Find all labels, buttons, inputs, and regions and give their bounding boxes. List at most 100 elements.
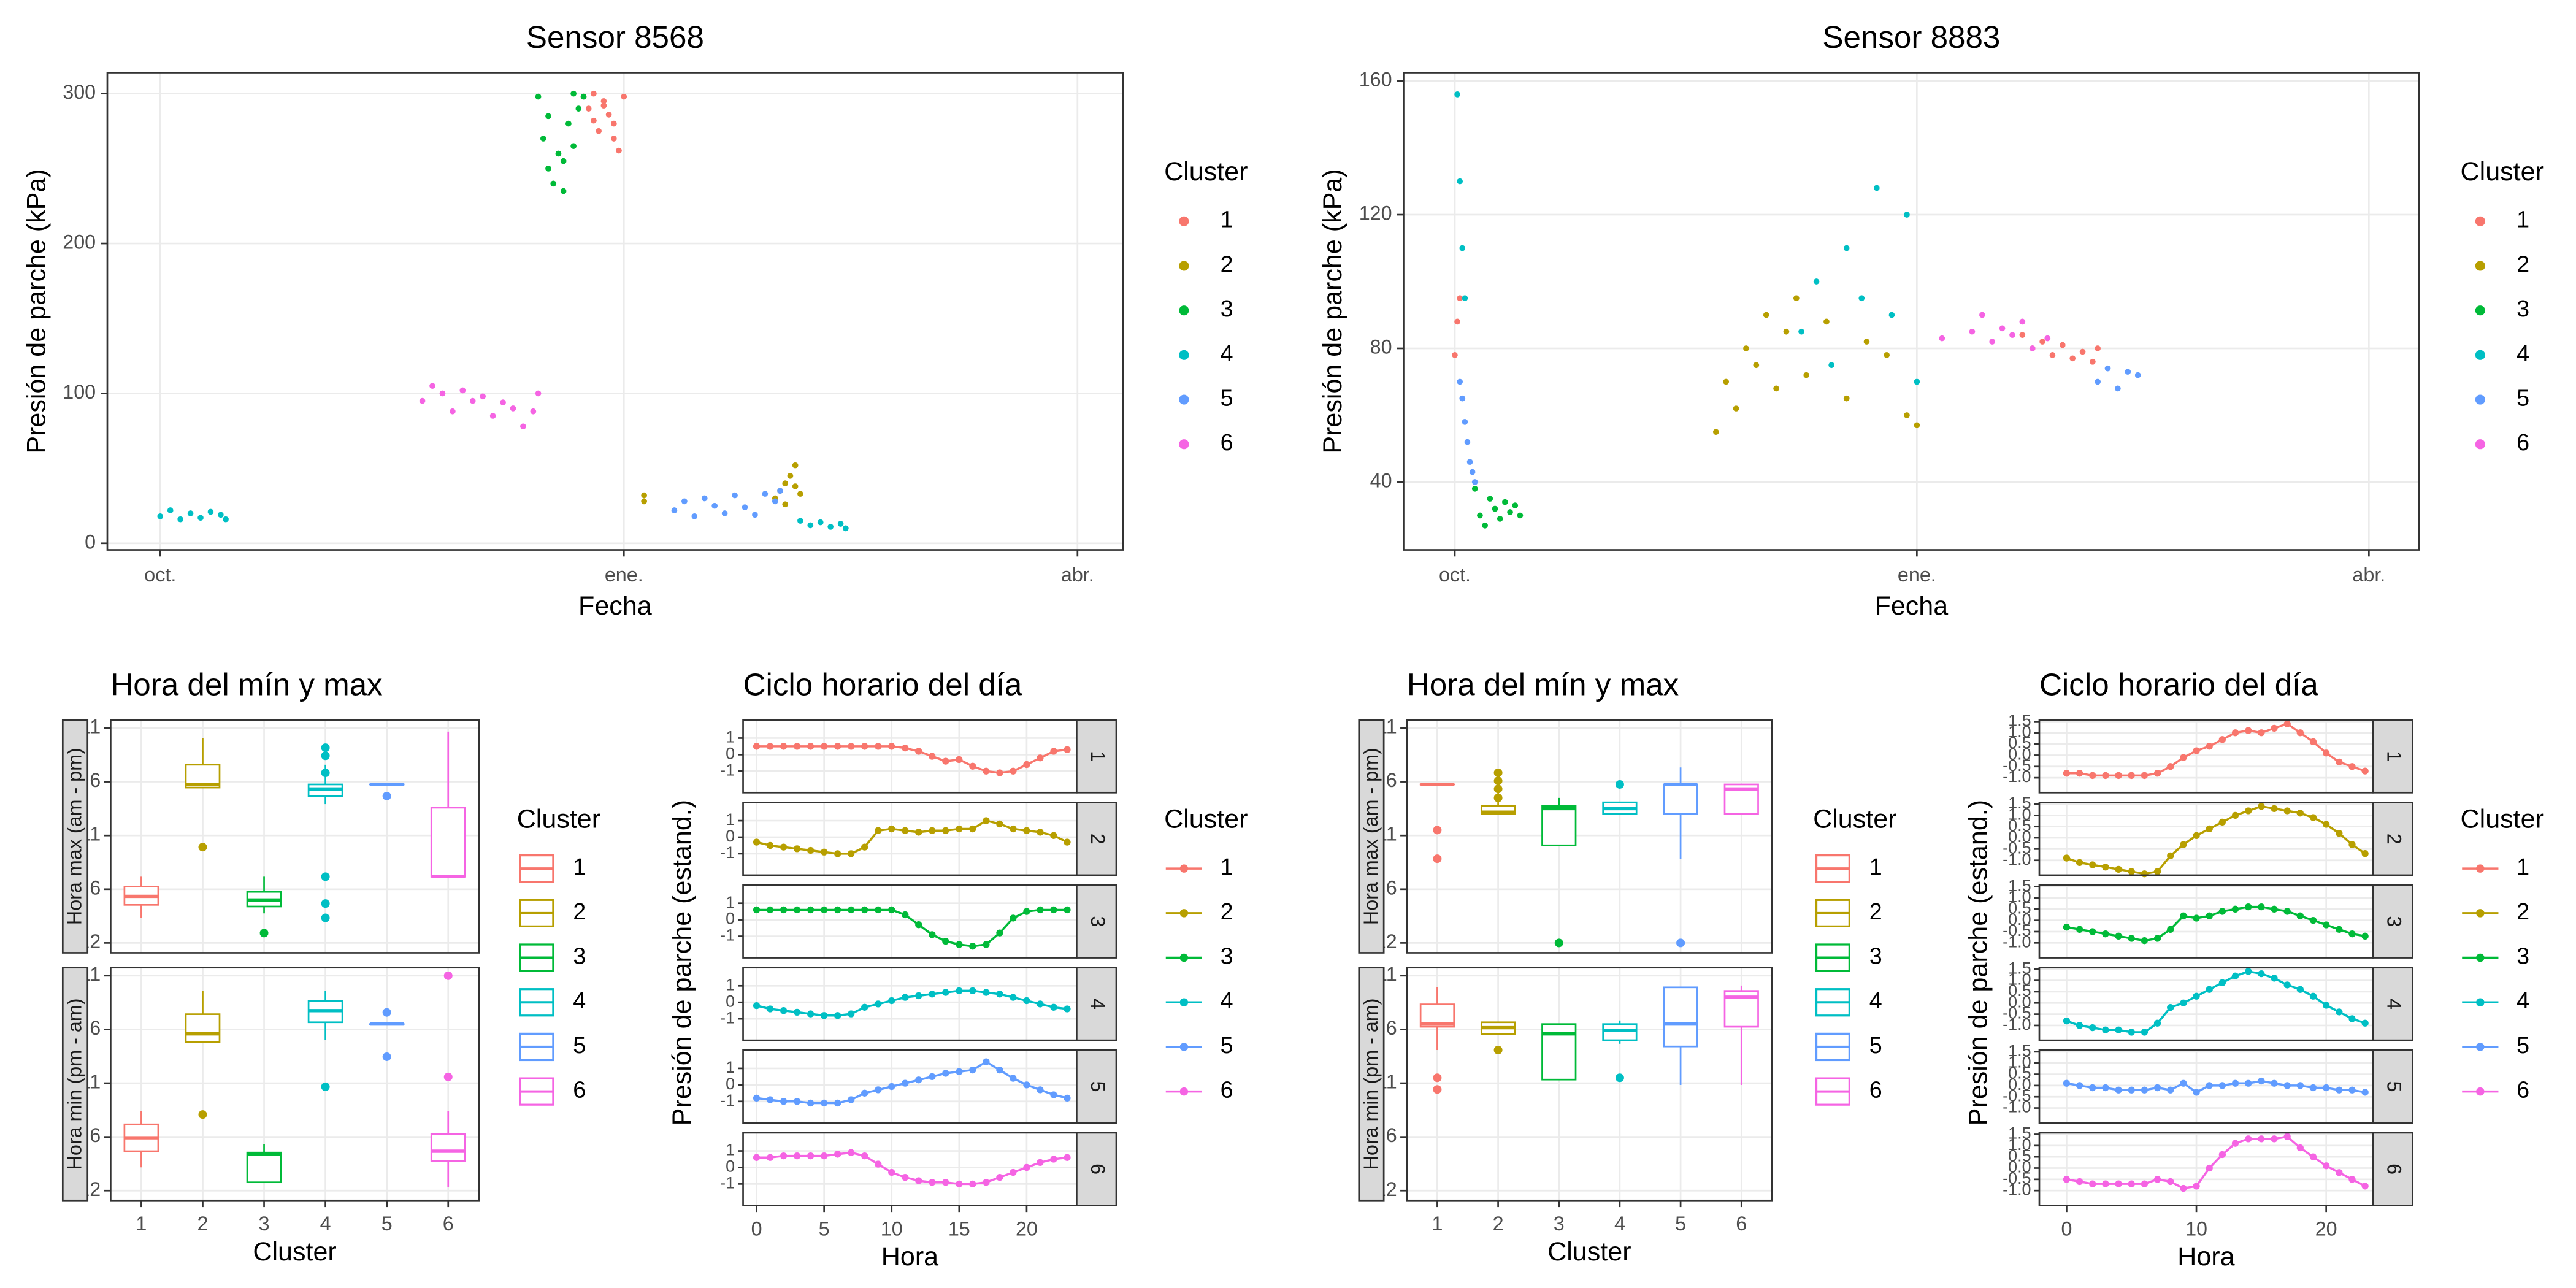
point xyxy=(2258,729,2265,737)
point xyxy=(780,743,788,750)
point xyxy=(1064,1154,1071,1161)
point xyxy=(2283,1133,2291,1140)
y-tick-label: -1.0 xyxy=(2003,1180,2031,1198)
plot-background xyxy=(110,719,479,953)
strip xyxy=(2372,719,2413,794)
point xyxy=(2309,738,2317,746)
point xyxy=(2323,1084,2330,1092)
legend-label: 2 xyxy=(1869,899,1882,924)
point xyxy=(2309,992,2317,1000)
point xyxy=(875,1000,882,1008)
y-tick-label: 1.0 xyxy=(2008,805,2031,823)
legend-label: 4 xyxy=(1221,987,1233,1013)
point xyxy=(545,113,551,120)
point xyxy=(610,120,617,127)
y-tick-label: -1 xyxy=(720,1091,735,1110)
point xyxy=(793,1008,801,1016)
point xyxy=(2128,935,2135,942)
point xyxy=(2102,1026,2109,1033)
legend-label: 5 xyxy=(1221,385,1233,410)
point xyxy=(929,1179,936,1186)
point xyxy=(565,120,572,127)
point xyxy=(2079,348,2086,355)
point xyxy=(2167,763,2174,770)
point xyxy=(929,1073,936,1081)
point xyxy=(1064,906,1071,914)
point xyxy=(1979,312,1985,318)
point xyxy=(1743,345,1749,351)
point xyxy=(2296,729,2304,737)
legend-label: 6 xyxy=(1869,1077,1882,1103)
legend-label: 3 xyxy=(2517,296,2529,321)
point xyxy=(157,513,164,519)
point xyxy=(641,492,647,499)
point xyxy=(1037,754,1044,762)
strip-label: Hora min (pm - am) xyxy=(1360,999,1382,1170)
point xyxy=(2089,861,2096,868)
point xyxy=(969,987,976,995)
point xyxy=(1457,378,1463,385)
plot-border xyxy=(1406,719,1773,954)
point xyxy=(1863,339,1870,345)
point xyxy=(1050,1091,1057,1098)
point xyxy=(419,397,426,404)
point xyxy=(902,911,909,919)
point xyxy=(983,817,990,824)
point xyxy=(1454,318,1460,325)
point xyxy=(2348,930,2356,938)
point xyxy=(489,413,496,419)
point xyxy=(510,405,516,412)
x-tick-label: abr. xyxy=(2352,564,2385,586)
point xyxy=(762,491,769,497)
outlier xyxy=(321,768,330,777)
legend-label: 2 xyxy=(573,899,586,924)
point xyxy=(530,408,537,415)
y-tick-label: 1 xyxy=(726,810,735,829)
x-tick-label: 4 xyxy=(320,1213,331,1235)
point xyxy=(1010,825,1017,833)
point xyxy=(2115,932,2122,940)
point xyxy=(2323,821,2330,828)
outlier xyxy=(1493,793,1503,802)
point xyxy=(1459,395,1466,402)
point xyxy=(187,510,194,516)
legend-label: 3 xyxy=(1221,296,1233,321)
point xyxy=(2141,1180,2149,1187)
point xyxy=(861,1152,868,1160)
point xyxy=(535,93,542,100)
point xyxy=(2167,1003,2174,1011)
point xyxy=(996,769,1003,776)
point xyxy=(2361,850,2369,857)
y-tick-label: 1 xyxy=(726,975,735,994)
point xyxy=(2231,1079,2239,1087)
plot-background xyxy=(1406,967,1772,1201)
point xyxy=(2245,903,2252,911)
point xyxy=(969,825,976,833)
strip-label: 3 xyxy=(2383,916,2405,927)
legend-label: 1 xyxy=(1221,207,1233,232)
point xyxy=(2076,770,2083,777)
point xyxy=(570,90,577,97)
point xyxy=(753,838,761,846)
legend-label: 3 xyxy=(2517,943,2529,968)
point xyxy=(1502,499,1508,505)
point xyxy=(2258,1077,2265,1085)
point xyxy=(2076,926,2083,933)
point xyxy=(2180,912,2187,919)
legend-label: 4 xyxy=(2517,987,2529,1013)
point xyxy=(2348,841,2356,848)
point xyxy=(2309,1084,2317,1092)
point xyxy=(480,393,486,400)
y-tick-label: -0.5 xyxy=(2003,838,2031,857)
point xyxy=(807,743,815,750)
legend-label: 2 xyxy=(2517,251,2529,277)
point xyxy=(2245,727,2252,734)
y-tick-label: 1.0 xyxy=(2008,970,2031,989)
point xyxy=(1939,335,1945,342)
point xyxy=(888,743,895,750)
point xyxy=(2206,986,2213,993)
point xyxy=(834,1012,841,1019)
legend-swatch xyxy=(1179,439,1189,450)
y-tick-label: 6 xyxy=(1386,1017,1397,1039)
x-tick-label: 0 xyxy=(751,1217,762,1240)
